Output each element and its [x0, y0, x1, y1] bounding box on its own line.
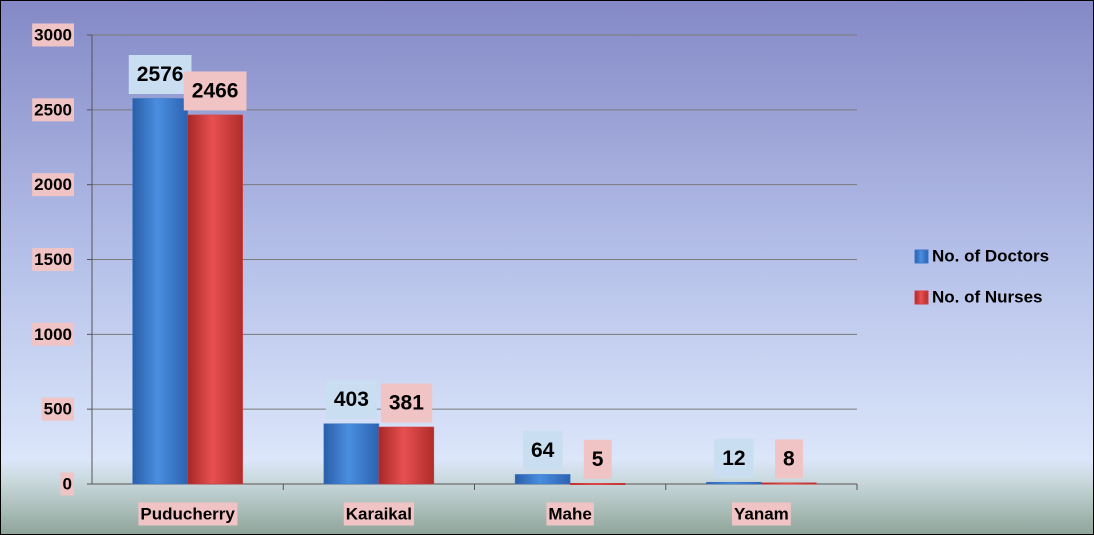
- legend-label: No. of Nurses: [932, 287, 1043, 306]
- y-tick-label-bg: [60, 472, 74, 496]
- data-label-bg: [522, 430, 563, 470]
- bar: [132, 98, 188, 485]
- bar: [323, 423, 380, 485]
- data-label: 12: [722, 447, 745, 470]
- x-tick-label: Puducherry: [140, 504, 235, 523]
- y-tick-label: 1000: [34, 325, 72, 344]
- y-tick-label-bg: [32, 247, 74, 271]
- data-label-bg: [325, 380, 377, 420]
- y-tick-label: 3000: [34, 25, 72, 44]
- bar: [761, 482, 817, 485]
- y-tick-label: 2000: [34, 175, 72, 194]
- x-tick-label-bg: [546, 502, 594, 526]
- x-tick-label: Mahe: [548, 504, 591, 523]
- x-tick-label: Karaikal: [346, 504, 412, 523]
- data-label: 403: [334, 388, 369, 411]
- data-label: 2576: [137, 63, 184, 86]
- bar: [378, 426, 435, 485]
- y-tick-label-bg: [32, 23, 74, 47]
- y-tick-label-bg: [32, 322, 74, 346]
- x-tick-label-bg: [138, 502, 238, 526]
- legend-label: No. of Doctors: [932, 246, 1049, 265]
- y-tick-label: 500: [44, 400, 72, 419]
- data-label-bg: [380, 383, 433, 423]
- y-tick-label-bg: [32, 98, 74, 122]
- x-tick-label-bg: [343, 502, 414, 526]
- y-tick-label-bg: [41, 397, 74, 421]
- y-tick-label: 1500: [34, 250, 72, 269]
- data-label: 381: [389, 392, 424, 415]
- y-tick-label-bg: [32, 173, 74, 197]
- legend-swatch: [914, 249, 929, 264]
- data-label-bg: [183, 71, 247, 111]
- data-label: 2466: [192, 79, 239, 102]
- bar: [187, 114, 243, 485]
- x-tick-label-bg: [731, 502, 791, 526]
- data-label-bg: [128, 55, 192, 95]
- data-label: 5: [592, 448, 604, 471]
- data-label-bg: [583, 439, 612, 479]
- bar: [514, 474, 571, 485]
- y-tick-label: 0: [63, 474, 72, 493]
- y-tick-label: 2500: [34, 100, 72, 119]
- data-label: 8: [783, 447, 795, 470]
- data-label-bg: [714, 438, 754, 478]
- legend-swatch: [914, 290, 929, 305]
- x-tick-label: Yanam: [734, 504, 789, 523]
- bar: [706, 481, 762, 485]
- data-label: 64: [531, 439, 555, 462]
- data-label-bg: [775, 439, 804, 479]
- bar: [569, 483, 626, 486]
